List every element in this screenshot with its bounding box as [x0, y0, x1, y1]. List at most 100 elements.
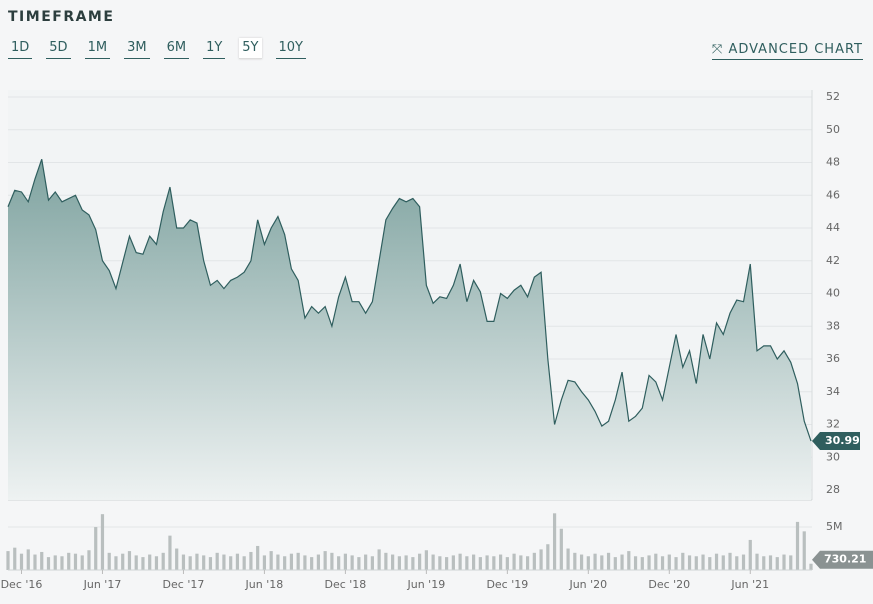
volume-bar	[127, 551, 132, 570]
volume-bar	[26, 549, 30, 570]
timeframe-option[interactable]: 5D	[46, 38, 71, 59]
volume-bar	[600, 555, 604, 570]
volume-bar	[404, 555, 408, 570]
volume-bar	[795, 521, 800, 570]
volume-bar	[735, 556, 739, 570]
volume-bar	[525, 556, 530, 570]
volume-bar	[73, 553, 78, 570]
timeframe-option[interactable]: 3M	[124, 38, 150, 59]
price-tag: 30.99	[825, 434, 860, 447]
x-tick-label: Jun '20	[568, 578, 607, 591]
volume-bar	[620, 554, 624, 570]
volume-bar	[445, 557, 449, 570]
x-tick-label: Dec '18	[324, 578, 366, 591]
x-tick-label: Dec '19	[486, 578, 528, 591]
volume-bar	[323, 551, 327, 570]
volume-tag: 730.21	[824, 553, 866, 566]
timeframe-option[interactable]: 5Y	[239, 38, 262, 59]
area-fill	[8, 159, 811, 500]
volume-bar	[330, 552, 334, 570]
y-tick-label: 32	[826, 418, 840, 431]
timeframe-option[interactable]: 10Y	[275, 38, 306, 59]
volume-bar	[168, 535, 172, 570]
volume-bar	[256, 545, 260, 570]
volume-bar	[809, 563, 813, 570]
volume-tag-bg	[812, 550, 873, 569]
volume-bar	[175, 548, 179, 570]
volume-bar	[134, 555, 138, 570]
volume-bar	[296, 552, 300, 570]
volume-bar	[391, 554, 395, 570]
volume-bar	[181, 554, 186, 570]
volume-bar	[667, 554, 671, 570]
volume-bar	[748, 539, 752, 570]
volume-bar	[606, 552, 611, 570]
timeframe-options: 1D 5D 1M 3M 6M 1Y 5Y 10Y	[8, 38, 306, 59]
x-tick-label: Jun '18	[245, 578, 284, 591]
volume-bar	[768, 555, 773, 570]
volume-bar	[741, 554, 746, 570]
volume-bar	[566, 548, 570, 570]
volume-bar	[195, 553, 199, 570]
volume-bar	[161, 552, 165, 570]
volume-bar	[647, 555, 651, 570]
volume-bar	[107, 552, 111, 570]
volume-bar	[208, 557, 213, 570]
volume-bar	[316, 554, 321, 570]
volume-bar	[687, 555, 692, 570]
volume-bar	[289, 553, 294, 570]
volume-bar	[148, 554, 152, 570]
volume-bar	[478, 557, 482, 570]
volume-bar	[431, 554, 435, 570]
volume-bar	[80, 555, 84, 570]
volume-bar	[19, 553, 24, 570]
volume-bar	[235, 553, 240, 570]
volume-bar	[397, 556, 401, 570]
y-tick-label: 50	[826, 123, 840, 136]
y-tick-label: 38	[826, 319, 840, 332]
volume-bar	[215, 552, 219, 570]
volume-bar	[188, 556, 192, 570]
timeframe-option[interactable]: 1D	[8, 38, 33, 59]
x-tick-label: Jun '21	[730, 578, 769, 591]
y-tick-label: 40	[826, 287, 840, 300]
y-tick-label: 42	[826, 254, 840, 267]
volume-bar	[438, 556, 442, 570]
volume-bar	[782, 554, 786, 570]
volume-bar	[559, 528, 563, 570]
volume-bar	[202, 555, 206, 570]
volume-bar	[269, 551, 273, 570]
volume-bar	[802, 531, 806, 570]
volume-bar	[337, 556, 341, 570]
volume-bar	[46, 557, 51, 570]
y-tick-label: 46	[826, 188, 840, 201]
advanced-chart-link[interactable]: ⤧ ADVANCED CHART	[711, 42, 863, 60]
volume-bar	[242, 556, 246, 570]
volume-bar	[674, 557, 678, 570]
volume-bar	[681, 552, 685, 570]
link-text: ADVANCED CHART	[728, 42, 863, 57]
y-tick-label: 36	[826, 352, 840, 365]
timeframe-option[interactable]: 6M	[163, 38, 190, 59]
price-tag-bg	[812, 432, 860, 451]
volume-bar	[364, 554, 368, 570]
volume-bar	[498, 554, 503, 570]
y-tick-label: 30	[826, 450, 840, 463]
timeframe-option[interactable]: 1M	[84, 38, 111, 59]
volume-bar	[465, 556, 469, 570]
volume-bar	[411, 557, 415, 570]
timeframe-option[interactable]: 1Y	[203, 38, 226, 59]
volume-bar	[552, 513, 557, 570]
volume-bar	[708, 557, 712, 570]
volume-bar	[613, 557, 617, 570]
volume-bar	[377, 549, 381, 570]
volume-bar	[60, 556, 64, 570]
volume-bar	[660, 556, 665, 570]
volume-bar	[789, 555, 793, 570]
volume-bar	[458, 553, 462, 570]
volume-bar	[519, 555, 523, 570]
x-tick-label: Dec '16	[1, 578, 43, 591]
volume-bar	[370, 556, 374, 570]
volume-bar	[721, 555, 725, 570]
